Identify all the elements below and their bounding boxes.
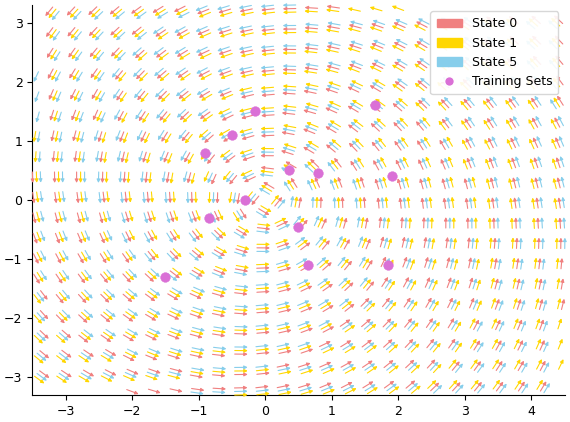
Legend: State 0, State 1, State 5, Training Sets: State 0, State 1, State 5, Training Sets [430,11,559,95]
